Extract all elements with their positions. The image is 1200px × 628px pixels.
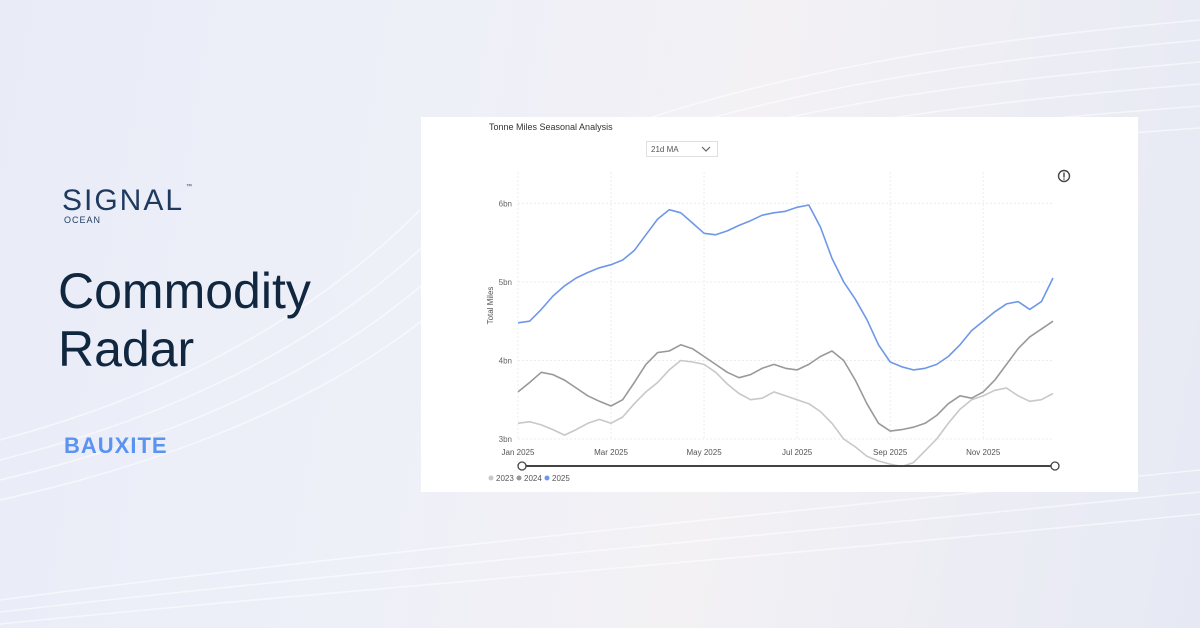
series-line-2025 <box>517 204 1054 371</box>
chevron-down-icon <box>701 146 711 152</box>
seasonal-line-chart: 3bn 4bn 5bn 6bn Jan 2025 Mar 2025 May 2025 Jul … <box>486 172 1060 483</box>
range-slider-end-handle[interactable] <box>1050 461 1060 471</box>
x-tick-label: Nov 2025 <box>966 448 1001 457</box>
legend-marker-2025 <box>544 475 550 481</box>
moving-average-dropdown[interactable]: 21d MA <box>646 141 718 157</box>
x-tick-label: Jan 2025 <box>502 448 535 457</box>
x-tick-label: Mar 2025 <box>594 448 628 457</box>
commodity-tag: BAUXITE <box>64 433 168 458</box>
chart-panel: 3bn 4bn 5bn 6bn Jan 2025 Mar 2025 May 2025 Jul … <box>421 117 1138 492</box>
chart-title: Tonne Miles Seasonal Analysis <box>489 122 613 132</box>
legend-marker-2024 <box>516 475 522 481</box>
series-line-2023 <box>517 359 1054 468</box>
hero-title: Commodity Radar <box>58 263 311 377</box>
x-tick-label: May 2025 <box>687 448 723 457</box>
info-icon[interactable] <box>1057 169 1071 183</box>
legend-marker-2023 <box>488 475 494 481</box>
logo-wordmark: SIGNAL <box>62 184 185 217</box>
series-line-2024 <box>517 320 1054 432</box>
legend-label-2024: 2024 <box>524 474 542 483</box>
y-tick-label: 5bn <box>499 278 512 287</box>
y-axis-label: Total Miles <box>486 287 495 325</box>
y-tick-label: 3bn <box>499 435 512 444</box>
legend-label-2023: 2023 <box>496 474 514 483</box>
logo-subtitle: OCEAN <box>64 215 102 225</box>
logo-trademark: ™ <box>186 184 192 190</box>
signal-ocean-logo: SIGNAL ™ OCEAN <box>62 184 192 225</box>
x-tick-label: Sep 2025 <box>873 448 908 457</box>
y-tick-label: 6bn <box>499 199 512 208</box>
x-tick-label: Jul 2025 <box>782 448 813 457</box>
y-tick-label: 4bn <box>499 356 512 365</box>
range-slider-start-handle[interactable] <box>517 461 527 471</box>
legend-label-2025: 2025 <box>552 474 570 483</box>
dropdown-value: 21d MA <box>651 145 679 154</box>
